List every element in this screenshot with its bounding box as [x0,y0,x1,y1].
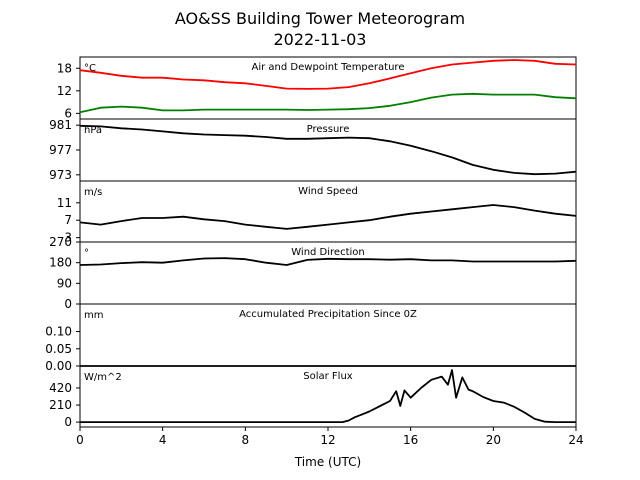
series-line [79,92,577,114]
series-line [79,204,577,230]
x-tick-label: 16 [403,433,418,447]
panel-5: 0.00 0.05 0.10 Accumulated Precipitation Si… [45,303,577,373]
panel-3: 3 7 11 Wind Speed m/s [57,180,577,245]
panel-6: 0 210 420 Solar Flux W/m^2 [49,365,577,429]
series-line [79,257,577,266]
panel-unit: W/m^2 [84,372,122,383]
figure-title-line2: 2022-11-03 [274,30,367,49]
y-tick-label: 6 [64,106,72,120]
panel-unit: mm [84,310,103,321]
x-tick-label: 4 [159,433,167,447]
panel-unit: ° [84,248,89,259]
panel-title: Pressure [307,124,350,135]
y-tick-label: 7 [64,213,72,227]
panel-title: Accumulated Precipitation Since 0Z [239,309,417,320]
x-axis: 0 4 8 12 16 20 24 [76,427,584,447]
y-tick-label: 270 [49,235,72,249]
y-tick-label: 210 [49,398,72,412]
panel-4: 0 90 180 270 Wind Direction ° [49,235,577,311]
y-tick-label: 420 [49,381,72,395]
x-tick-label: 0 [76,433,84,447]
panel-1: 6 12 18 Air and Dewpoint Temperature °C [57,56,577,120]
y-tick-label: 180 [49,256,72,270]
x-tick-label: 12 [320,433,335,447]
y-tick-label: 90 [57,276,72,290]
y-tick-label: 0.00 [45,359,72,373]
x-tick-label: 8 [242,433,250,447]
y-tick-label: 11 [57,196,72,210]
panel-title: Solar Flux [303,371,353,382]
y-tick-label: 12 [57,84,72,98]
y-tick-label: 0 [64,297,72,311]
series-line [79,124,577,176]
y-tick-label: 0.10 [45,325,72,339]
panel-unit: m/s [84,187,102,198]
y-tick-label: 0.05 [45,342,72,356]
y-tick-label: 0 [64,415,72,429]
series-line [80,369,576,424]
y-tick-label: 977 [49,143,72,157]
y-tick-label: 981 [49,118,72,132]
panel-title: Wind Direction [291,247,365,258]
series-line [79,59,577,90]
x-axis-label: Time (UTC) [294,455,361,469]
panel-unit: hPa [84,125,102,136]
panel-unit: °C [84,63,96,74]
panel-title: Wind Speed [298,186,358,197]
y-tick-label: 973 [49,168,72,182]
x-tick-label: 20 [486,433,501,447]
y-tick-label: 18 [57,61,72,75]
panel-title: Air and Dewpoint Temperature [252,62,405,73]
x-tick-label: 24 [568,433,583,447]
figure-title-line1: AO&SS Building Tower Meteorogram [175,9,465,28]
panel-2: 973 977 981 Pressure hPa [49,118,577,182]
y-tick-label: 3 [64,231,72,245]
